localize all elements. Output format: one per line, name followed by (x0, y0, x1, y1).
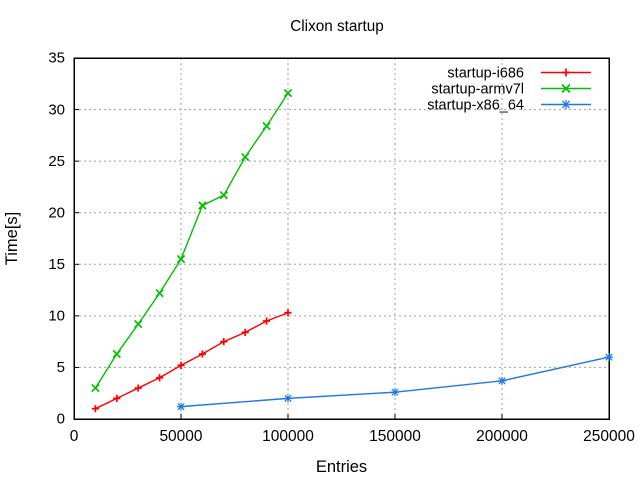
svg-text:25: 25 (48, 153, 65, 170)
svg-text:5: 5 (57, 359, 65, 376)
svg-text:startup-x86_64: startup-x86_64 (427, 98, 524, 114)
svg-text:100000: 100000 (262, 428, 314, 445)
svg-text:30: 30 (48, 101, 65, 118)
svg-text:Entries: Entries (316, 458, 367, 476)
svg-text:0: 0 (57, 411, 65, 428)
svg-text:startup-armv7l: startup-armv7l (431, 82, 524, 98)
svg-text:50000: 50000 (159, 428, 202, 445)
svg-text:20: 20 (48, 204, 65, 221)
svg-text:150000: 150000 (369, 428, 421, 445)
svg-text:35: 35 (48, 50, 65, 67)
svg-text:10: 10 (48, 308, 65, 325)
svg-text:0: 0 (70, 428, 79, 445)
svg-text:startup-i686: startup-i686 (447, 66, 524, 82)
svg-text:Clixon startup: Clixon startup (290, 18, 384, 35)
svg-text:200000: 200000 (476, 428, 528, 445)
svg-text:Time[s]: Time[s] (3, 212, 21, 265)
svg-text:15: 15 (48, 256, 65, 273)
svg-text:250000: 250000 (583, 428, 635, 445)
